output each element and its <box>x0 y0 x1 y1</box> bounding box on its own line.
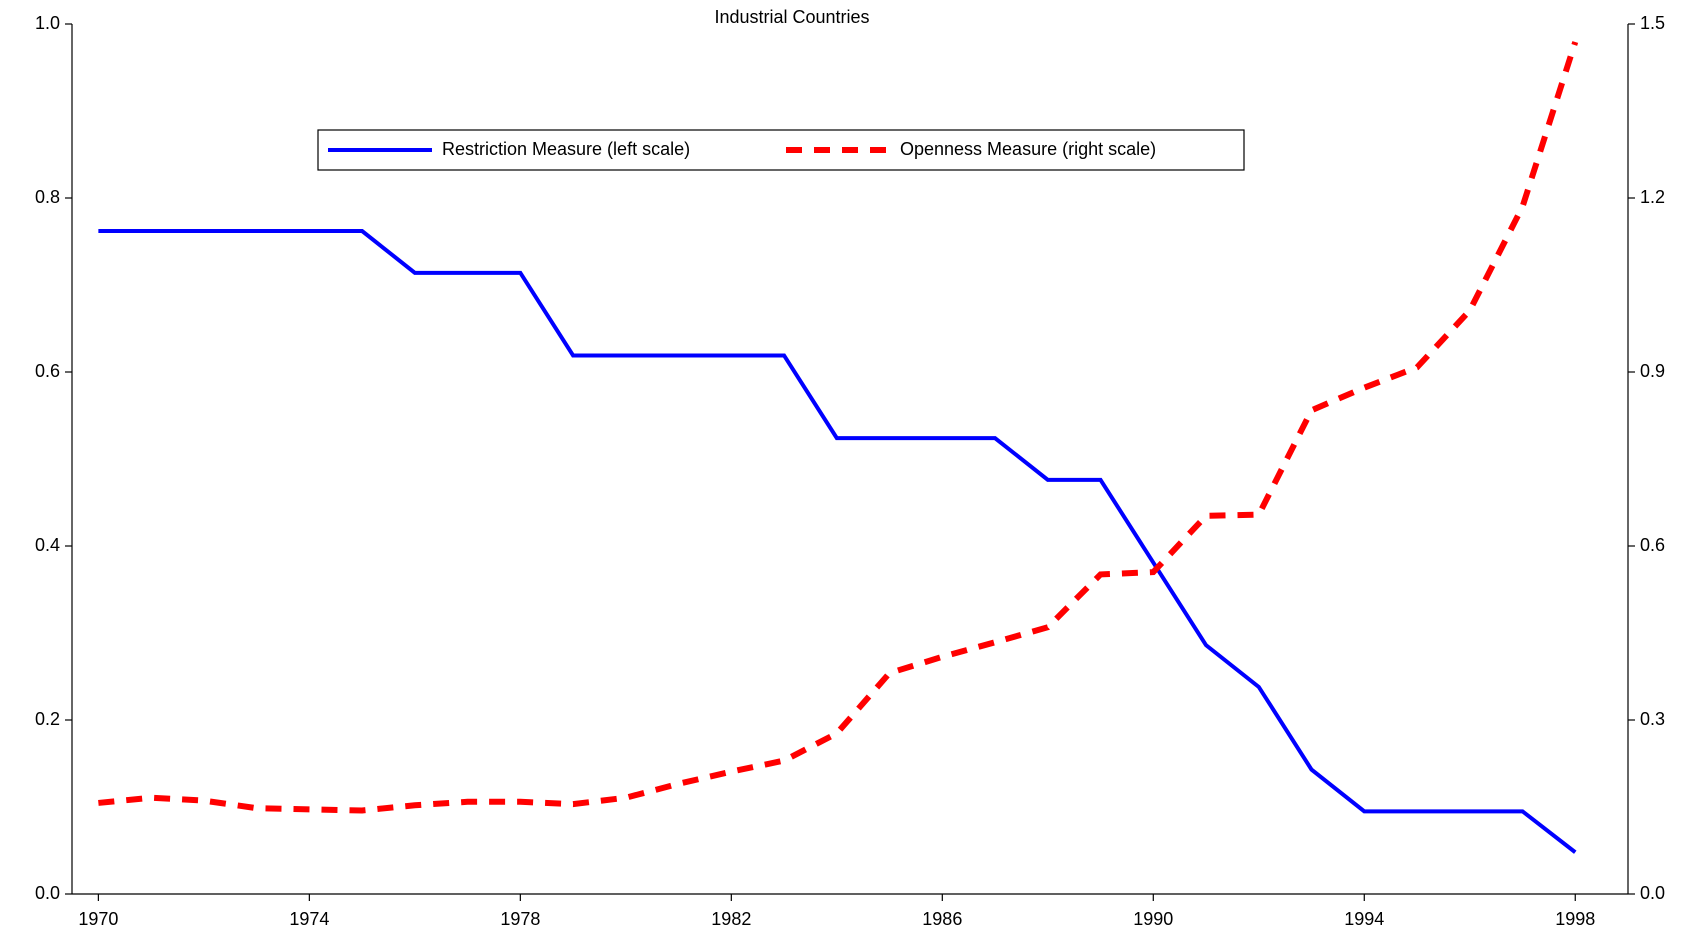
x-tick-label: 1990 <box>1133 909 1173 929</box>
y2-tick-label: 0.9 <box>1640 361 1665 381</box>
y-tick-label: 0.8 <box>35 187 60 207</box>
x-tick-label: 1982 <box>711 909 751 929</box>
chart-title: Industrial Countries <box>714 7 869 27</box>
y-tick-label: 0.0 <box>35 883 60 903</box>
x-tick-label: 1998 <box>1555 909 1595 929</box>
y2-tick-label: 0.6 <box>1640 535 1665 555</box>
legend-label: Restriction Measure (left scale) <box>442 139 690 159</box>
y-tick-label: 0.2 <box>35 709 60 729</box>
y2-tick-label: 1.5 <box>1640 13 1665 33</box>
x-tick-label: 1974 <box>289 909 329 929</box>
y-tick-label: 1.0 <box>35 13 60 33</box>
x-tick-label: 1994 <box>1344 909 1384 929</box>
series-line <box>98 229 1577 854</box>
x-tick-label: 1970 <box>78 909 118 929</box>
legend-box <box>317 129 1245 171</box>
y-tick-label: 0.6 <box>35 361 60 381</box>
x-tick-label: 1978 <box>500 909 540 929</box>
y2-tick-label: 1.2 <box>1640 187 1665 207</box>
y2-tick-label: 0.0 <box>1640 883 1665 903</box>
legend-label: Openness Measure (right scale) <box>900 139 1156 159</box>
x-tick-label: 1986 <box>922 909 962 929</box>
y-tick-label: 0.4 <box>35 535 60 555</box>
y2-tick-label: 0.3 <box>1640 709 1665 729</box>
